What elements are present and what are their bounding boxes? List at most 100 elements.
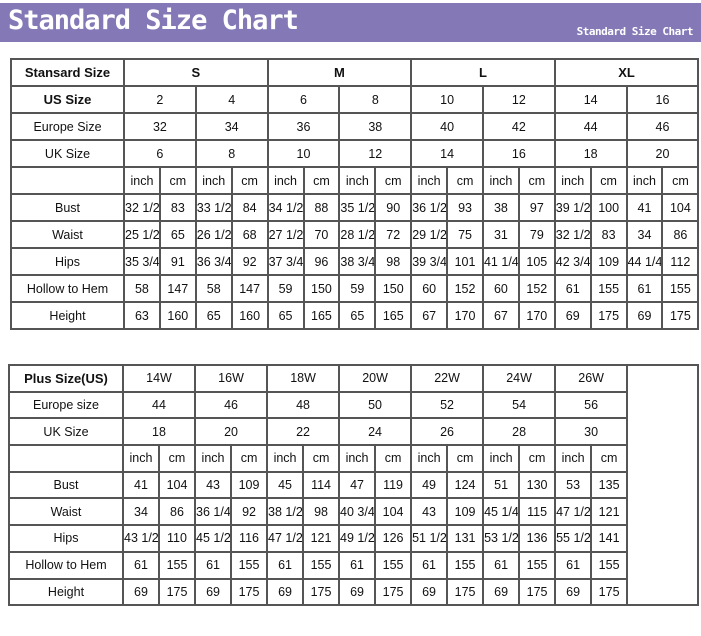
row-label: UK Size	[10, 139, 125, 168]
table-cell: 69	[553, 301, 592, 330]
table-cell: 22W	[410, 364, 485, 393]
table-cell: 58	[194, 274, 233, 303]
table-cell: 160	[230, 301, 269, 330]
table-cell: 35 3/4	[123, 247, 161, 276]
table-cell: 36	[266, 112, 341, 141]
page-title: Standard Size Chart	[8, 5, 299, 36]
unit-inch: inch	[554, 444, 593, 473]
table-cell: 96	[302, 247, 341, 276]
row-label: Plus Size(US)	[8, 364, 124, 393]
table-cell: 65	[158, 220, 197, 249]
table-cell: 92	[230, 497, 269, 527]
unit-cm: cm	[374, 166, 413, 195]
table-cell: 52	[410, 390, 485, 420]
table-cell: 56	[554, 390, 629, 420]
table-cell: 114	[302, 470, 341, 500]
table-cell: 16	[481, 139, 556, 168]
europe-size-row: Europe size 44 46 48 50 52 54 56	[8, 390, 698, 420]
table-cell: 155	[446, 550, 485, 580]
row-label: Hips	[10, 247, 125, 276]
table-cell: 175	[518, 577, 557, 607]
table-cell: 36 1/4	[194, 497, 233, 527]
table-cell: 124	[446, 470, 485, 500]
table-cell: 41 1/4	[481, 247, 520, 276]
table-cell: 32 1/2	[553, 220, 592, 249]
table-cell: 65	[266, 301, 305, 330]
table-cell: 61	[194, 550, 233, 580]
table-cell: 16W	[194, 364, 269, 393]
unit-inch: inch	[410, 444, 449, 473]
table-cell: 51	[482, 470, 521, 500]
measurement-row: Height 63 160 65 160 65 165 65 165 67 170 67 170 69 17…	[10, 301, 700, 330]
table-cell: 44 1/4	[625, 247, 664, 276]
table-cell: 60	[410, 274, 449, 303]
table-cell: 61	[553, 274, 592, 303]
table-cell: 110	[157, 524, 197, 553]
table-cell: 34 1/2	[266, 193, 305, 222]
unit-cm: cm	[230, 166, 269, 195]
unit-inch: inch	[338, 166, 377, 195]
table-cell: 43	[410, 497, 449, 527]
unit-cm: cm	[302, 166, 341, 195]
table-cell: 150	[302, 274, 341, 303]
table-cell: 45 1/2	[194, 524, 233, 553]
table-cell: 4	[194, 85, 269, 114]
size-header: XL	[553, 58, 700, 87]
table-cell: 43 1/2	[122, 524, 160, 553]
table-cell: 40 3/4	[338, 497, 377, 527]
table-cell: 84	[230, 193, 269, 222]
table-cell: 69	[410, 577, 449, 607]
row-label: Bust	[10, 193, 125, 222]
unit-cm: cm	[446, 444, 485, 473]
table-cell: 49 1/2	[338, 524, 377, 553]
table-cell: 43	[194, 470, 233, 500]
table-cell: 53 1/2	[482, 524, 521, 553]
table-cell: 86	[157, 497, 197, 527]
unit-inch: inch	[123, 166, 161, 195]
table-cell: 155	[157, 550, 197, 580]
table-cell: 38	[338, 112, 413, 141]
row-label: Height	[10, 301, 125, 330]
table-cell: 61	[122, 550, 160, 580]
table-cell: 18	[121, 417, 197, 447]
table-cell: 101	[446, 247, 484, 276]
table-cell: 155	[374, 550, 413, 580]
table-cell: 47 1/2	[266, 524, 305, 553]
unit-cm: cm	[157, 444, 197, 473]
table-cell: 104	[374, 497, 413, 527]
table-cell: 51 1/2	[410, 524, 449, 553]
table-cell: 135	[590, 470, 629, 500]
table-cell: 121	[590, 497, 629, 527]
unit-cm: cm	[446, 166, 484, 195]
row-label: Bust	[8, 470, 124, 500]
table-cell: 39 1/2	[553, 193, 592, 222]
table-cell: 119	[374, 470, 413, 500]
uk-size-row: UK Size 18 20 22 24 26 28 30	[8, 417, 698, 447]
table-cell: 34	[122, 497, 160, 527]
table-cell: 115	[518, 497, 557, 527]
table-cell: 41	[625, 193, 664, 222]
table-cell: 26	[410, 417, 485, 447]
uk-size-row: UK Size 6 8 10 12 14 16 18 20	[10, 139, 700, 168]
size-header: S	[123, 58, 269, 87]
table-cell: 8	[194, 139, 269, 168]
table-cell: 136	[518, 524, 557, 553]
unit-cm: cm	[589, 166, 628, 195]
unit-inch: inch	[338, 444, 377, 473]
table-cell: 160	[158, 301, 197, 330]
table-cell: 36 3/4	[194, 247, 233, 276]
table-cell: 6	[266, 85, 341, 114]
table-cell: 38 1/2	[266, 497, 305, 527]
row-label: Hips	[8, 524, 124, 553]
table-cell: 83	[589, 220, 628, 249]
table-cell: 69	[122, 577, 160, 607]
table-cell: 28	[482, 417, 557, 447]
table-cell: 69	[194, 577, 233, 607]
table-cell: 88	[302, 193, 341, 222]
table-cell: 109	[230, 470, 269, 500]
measurement-row: Bust 32 1/2 83 33 1/2 84 34 1/2 88 35 1/2 90 36 1…	[10, 193, 700, 222]
page-subtitle: Standard Size Chart	[576, 25, 694, 38]
row-label: Waist	[10, 220, 125, 249]
table-cell: 18W	[266, 364, 341, 393]
table-cell: 34	[625, 220, 664, 249]
